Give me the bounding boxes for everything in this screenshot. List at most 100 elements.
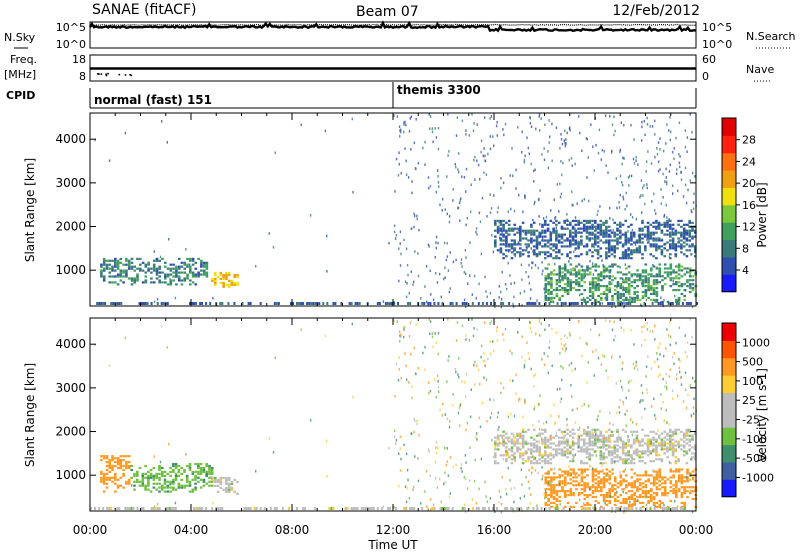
- echo-cell: [158, 259, 161, 262]
- echo-cell: [164, 281, 167, 284]
- echo-noise-cell: [460, 258, 463, 261]
- echo-cell: [580, 292, 584, 296]
- echo-cell: [577, 219, 580, 222]
- echo-noise-cell: [677, 394, 679, 398]
- echo-noise-cell: [460, 463, 463, 466]
- echo-cell: [638, 245, 641, 248]
- echo-noise-cell: [476, 438, 478, 441]
- echo-cell: [180, 283, 184, 286]
- echo-cell: [513, 253, 516, 256]
- echo-cell: [538, 243, 541, 246]
- echo-cell: [199, 472, 203, 475]
- echo-cell: [669, 476, 673, 479]
- echo-cell: [208, 472, 211, 475]
- echo-cell: [671, 231, 675, 234]
- echo-noise-cell: [432, 140, 434, 144]
- echo-noise-cell: [504, 327, 507, 331]
- echo-noise-cell: [603, 355, 605, 358]
- echo-cell: [572, 492, 575, 495]
- echo-cell: [105, 468, 109, 472]
- echo-cell: [180, 279, 184, 282]
- echo-cell: [682, 450, 686, 453]
- echo-cell: [575, 265, 578, 268]
- echo-cell: [546, 438, 550, 441]
- echo-noise-cell: [633, 343, 635, 346]
- echo-noise-cell: [185, 453, 187, 456]
- echo-noise-cell: [668, 334, 670, 337]
- echo-cell: [561, 277, 564, 280]
- echo-noise-cell: [490, 115, 493, 118]
- x-tick-label: 12:00: [376, 523, 411, 537]
- echo-noise-cell: [657, 141, 660, 144]
- echo-cell: [507, 245, 511, 248]
- echo-cell: [130, 265, 134, 268]
- echo-cell: [591, 472, 595, 475]
- echo-noise-cell: [624, 468, 626, 471]
- echo-cell: [602, 458, 605, 461]
- echo-noise-cell: [483, 171, 485, 174]
- echo-noise-cell: [452, 260, 455, 264]
- echo-cell: [588, 456, 591, 459]
- echo-cell: [577, 442, 580, 445]
- echo-cell: [608, 474, 611, 477]
- echo-cell: [680, 476, 684, 479]
- echo-cell: [502, 438, 505, 441]
- colorbar-tick-label: 12: [742, 221, 756, 234]
- echo-cell: [510, 450, 514, 453]
- echo-noise-cell: [645, 298, 648, 302]
- echo-cell: [521, 452, 525, 455]
- echo-noise-cell: [644, 202, 646, 206]
- echo-cell: [660, 448, 664, 451]
- echo-noise-cell: [610, 434, 612, 437]
- echo-cell: [199, 468, 203, 472]
- echo-cell: [513, 249, 516, 252]
- echo-cell: [647, 492, 650, 495]
- echo-noise-cell: [500, 495, 502, 499]
- echo-cell: [516, 434, 519, 437]
- echo-cell: [688, 434, 691, 437]
- echo-cell: [580, 460, 583, 463]
- echo-noise-cell: [324, 129, 327, 133]
- echo-cell: [588, 271, 592, 274]
- echo-noise-cell: [408, 335, 411, 338]
- echo-cell: [189, 259, 192, 262]
- echo-noise-cell: [407, 381, 410, 384]
- echo-cell: [521, 249, 525, 252]
- x-tick-label: 08:00: [275, 523, 310, 537]
- echo-cell: [669, 235, 672, 238]
- colorbar-segment: [722, 409, 736, 428]
- echo-noise-cell: [533, 374, 535, 378]
- echo-noise-cell: [428, 113, 430, 116]
- echo-ground-cell: [603, 507, 606, 510]
- echo-cell: [624, 462, 628, 465]
- echo-cell: [663, 283, 667, 286]
- echo-cell: [544, 495, 548, 499]
- echo-noise-cell: [662, 172, 664, 176]
- echo-noise-cell: [595, 507, 597, 511]
- echo-noise-cell: [541, 153, 543, 156]
- echo-cell: [658, 470, 661, 473]
- echo-cell: [616, 456, 619, 459]
- echo-noise-cell: [621, 162, 623, 166]
- echo-noise-cell: [654, 505, 656, 508]
- colorbar-frame: [721, 322, 737, 498]
- echo-noise-cell: [469, 415, 472, 419]
- echo-cell: [669, 277, 673, 280]
- echo-noise-cell: [452, 393, 454, 396]
- echo-cell: [580, 484, 584, 487]
- echo-cell: [541, 245, 544, 248]
- echo-noise-cell: [400, 335, 402, 339]
- echo-ground-cell: [106, 507, 109, 510]
- echo-ground-cell: [465, 302, 468, 305]
- echo-ground-cell: [302, 507, 305, 510]
- echo-noise-cell: [500, 305, 502, 309]
- echo-cell: [236, 492, 239, 495]
- echo-cell: [563, 263, 567, 266]
- echo-noise-cell: [574, 268, 576, 271]
- echo-noise-cell: [417, 457, 419, 460]
- echo-cell: [666, 275, 670, 278]
- echo-noise-cell: [586, 137, 588, 141]
- echo-cell: [496, 436, 500, 439]
- echo-cell: [546, 239, 550, 242]
- echo-noise-cell: [547, 267, 549, 270]
